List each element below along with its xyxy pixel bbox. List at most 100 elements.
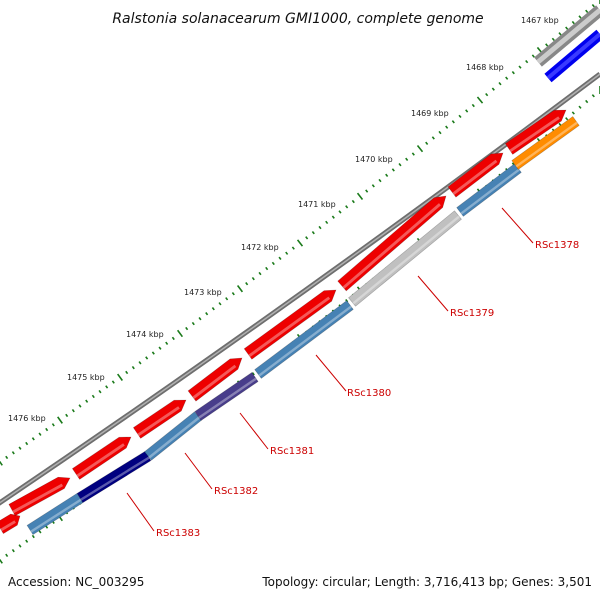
- gene-leader-line: [239, 412, 269, 450]
- gene-label[interactable]: RSc1383: [156, 528, 200, 539]
- ruler-tick: [18, 544, 22, 548]
- cds-reverse-feature[interactable]: [348, 210, 462, 307]
- ruler-tick: [38, 432, 42, 436]
- cds-forward-feature[interactable]: [243, 289, 337, 360]
- gene-leader-line: [315, 354, 347, 392]
- ruler-tick: [305, 236, 309, 240]
- ruler-tick: [158, 346, 162, 350]
- ruler-tick: [465, 109, 469, 113]
- gene-label[interactable]: RSc1379: [450, 308, 494, 319]
- ruler-tick: [585, 9, 589, 13]
- ruler-tick: [578, 105, 582, 109]
- cds-reverse-feature[interactable]: [194, 372, 259, 421]
- cds-forward-feature[interactable]: [447, 152, 504, 198]
- ruler-tick: [405, 157, 409, 162]
- ruler-tick: [65, 413, 69, 418]
- ruler-label: 1476 kbp: [8, 414, 46, 423]
- ruler-tick: [518, 65, 522, 69]
- ruler-label: 1474 kbp: [126, 330, 164, 339]
- ruler-tick: [25, 441, 29, 446]
- ruler-tick: [11, 451, 15, 455]
- gene-leader-line: [501, 207, 534, 244]
- cds-forward-feature[interactable]: [187, 357, 243, 402]
- cds-forward-feature-shape: [132, 399, 187, 439]
- ruler-label: 1472 kbp: [241, 243, 279, 252]
- ruler-tick: [425, 141, 429, 145]
- ruler-tick: [271, 261, 275, 266]
- ruler-tick: [117, 373, 123, 381]
- ruler-tick: [296, 239, 304, 247]
- ruler-tick: [551, 37, 555, 42]
- outer-track: [534, 5, 600, 83]
- ruler-tick: [25, 539, 29, 543]
- ruler-tick: [98, 389, 102, 394]
- ruler-tick: [571, 20, 575, 25]
- ruler-tick: [591, 94, 595, 98]
- cds-forward-feature-shape: [243, 289, 337, 360]
- cds-forward-feature[interactable]: [132, 399, 187, 439]
- ruler-label: 1468 kbp: [466, 63, 504, 72]
- ruler-tick: [365, 189, 369, 193]
- cds-reverse-feature[interactable]: [511, 116, 580, 170]
- cds-forward-feature[interactable]: [337, 195, 447, 292]
- ruler-tick: [145, 356, 149, 360]
- cds-forward-feature[interactable]: [0, 513, 21, 534]
- cds-reverse-feature[interactable]: [26, 492, 84, 536]
- gene-label[interactable]: RSc1382: [214, 486, 258, 497]
- ruler-tick: [378, 178, 382, 183]
- ruler-tick: [231, 292, 235, 296]
- ruler-tick: [5, 455, 9, 460]
- gene-label[interactable]: RSc1378: [535, 240, 579, 251]
- ruler-tick: [431, 136, 435, 140]
- ruler-tick: [371, 184, 375, 188]
- cds-reverse-feature[interactable]: [144, 411, 202, 461]
- ruler-tick: [151, 351, 155, 355]
- cds-reverse-feature-highlight: [198, 377, 257, 419]
- cds-reverse-feature-shape: [254, 300, 354, 379]
- ruler-tick: [558, 122, 562, 127]
- cds-forward-feature[interactable]: [71, 436, 132, 480]
- outer-gray-feature-highlight: [536, 8, 600, 64]
- gene-label[interactable]: RSc1380: [347, 388, 391, 399]
- ruler-tick: [345, 205, 349, 209]
- accession-text: Accession: NC_003295: [8, 575, 144, 589]
- gene-label[interactable]: RSc1381: [270, 446, 314, 457]
- gene-leader-line: [126, 492, 155, 532]
- map-title: Ralstonia solanacearum GMI1000, complete…: [112, 11, 483, 27]
- ruler-tick: [471, 103, 475, 108]
- ruler-tick: [318, 225, 322, 230]
- ruler-tick: [218, 302, 222, 306]
- ruler-tick: [51, 423, 55, 427]
- ruler-tick: [591, 3, 595, 8]
- ruler-tick: [185, 326, 189, 331]
- ruler-tick: [338, 210, 342, 214]
- cds-forward-feature-shape: [187, 357, 243, 402]
- cds-forward-feature[interactable]: [504, 109, 567, 155]
- ruler-tick: [278, 256, 282, 261]
- ruler-tick: [251, 276, 255, 281]
- cds-reverse-feature[interactable]: [254, 300, 354, 379]
- ruler-tick: [505, 76, 509, 80]
- cds-reverse-feature-highlight: [258, 305, 352, 377]
- ruler-tick: [485, 92, 489, 97]
- ruler-label: 1471 kbp: [298, 200, 336, 209]
- ruler-tick: [391, 168, 395, 172]
- ruler-tick: [585, 99, 589, 104]
- ruler-tick: [311, 231, 315, 235]
- cds-forward-feature[interactable]: [8, 476, 71, 517]
- cds-reverse-feature-highlight: [80, 456, 150, 501]
- ruler-tick: [211, 307, 215, 311]
- ruler-tick: [558, 32, 562, 36]
- cds-reverse-feature-shape: [144, 411, 202, 461]
- ruler-tick: [285, 251, 289, 255]
- cds-forward-feature-highlight: [192, 364, 237, 399]
- ruler-tick: [191, 321, 195, 326]
- ruler-tick: [171, 336, 175, 341]
- ruler-tick: [225, 297, 229, 301]
- ruler-tick: [125, 370, 129, 375]
- cds-forward-feature-shape: [447, 152, 504, 198]
- cds-reverse-feature-shape: [511, 116, 580, 170]
- cds-forward-track: [0, 109, 567, 534]
